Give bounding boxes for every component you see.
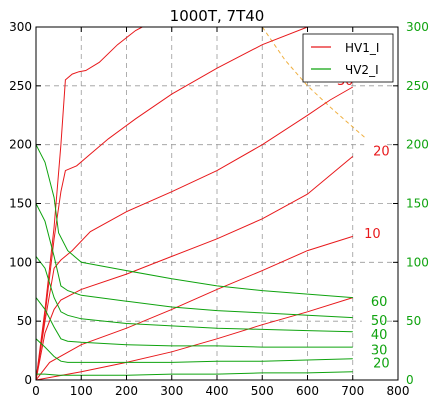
annotation-background	[361, 341, 382, 357]
annotation-background	[361, 326, 382, 342]
x-tick-label: 600	[296, 384, 319, 398]
curve-label: 60	[371, 295, 388, 310]
x-tick-label: 400	[206, 384, 229, 398]
x-tick-label: 300	[160, 384, 183, 398]
annotation-background	[364, 354, 385, 370]
annotation-background	[361, 311, 382, 327]
curve-label: 50	[371, 314, 388, 329]
curve-label: 10	[364, 227, 381, 242]
hv1-series-line-5	[36, 297, 353, 380]
series-layer	[36, 27, 367, 380]
annotation-background	[355, 224, 376, 240]
lv2-series-line-9	[36, 297, 353, 348]
y-tick-label: 50	[17, 314, 32, 328]
annotation-background	[364, 142, 385, 158]
hv1-series-line-3	[36, 156, 354, 380]
hv1-series-line-4	[36, 235, 353, 380]
y-tick-label: 250	[9, 79, 32, 93]
hv1-series-line-1	[36, 27, 308, 380]
lv2-series-line-8	[36, 256, 353, 333]
curve-label: 20	[373, 356, 390, 371]
x-tick-label: 200	[115, 384, 138, 398]
y2-tick-label: 0	[406, 373, 414, 387]
lv2-series-line-10	[36, 338, 353, 363]
lv2-series-line-7	[36, 203, 353, 319]
x-tick-label: 0	[32, 384, 40, 398]
legend-label: ЧV2_I	[345, 63, 379, 77]
x-tick-label: 100	[70, 384, 93, 398]
curve-label: 40	[371, 328, 388, 343]
y2-tick-label: 150	[406, 197, 429, 211]
axis-layer: 0 100 200 300 400 500 600 700 800050100150200250…	[9, 20, 429, 398]
lv2-series-line-11	[36, 371, 353, 376]
y2-tick-label: 200	[406, 138, 429, 152]
legend-label: HV1_I	[345, 41, 379, 55]
hv1-series-line-0	[36, 27, 143, 380]
x-tick-label: 700	[341, 384, 364, 398]
legend-box	[302, 33, 394, 83]
lv2-series-line-6	[36, 144, 353, 299]
y2-tick-label: 100	[406, 255, 429, 269]
hv1-series-line-2	[36, 86, 354, 380]
y2-tick-label: 250	[406, 79, 429, 93]
curve-label: 20	[373, 145, 390, 160]
y-tick-label: 300	[9, 20, 32, 34]
y-tick-label: 100	[9, 255, 32, 269]
y2-tick-label: 50	[406, 314, 421, 328]
y-tick-label: 150	[9, 197, 32, 211]
y-tick-label: 0	[24, 373, 32, 387]
y2-tick-label: 300	[406, 20, 429, 34]
annotation-background	[361, 293, 382, 309]
y-tick-label: 200	[9, 138, 32, 152]
chart-title: 1000T, 7T40	[170, 7, 265, 25]
x-tick-label: 800	[387, 384, 410, 398]
legend: HV1_I ЧV2_I	[302, 33, 394, 83]
x-tick-label: 500	[251, 384, 274, 398]
